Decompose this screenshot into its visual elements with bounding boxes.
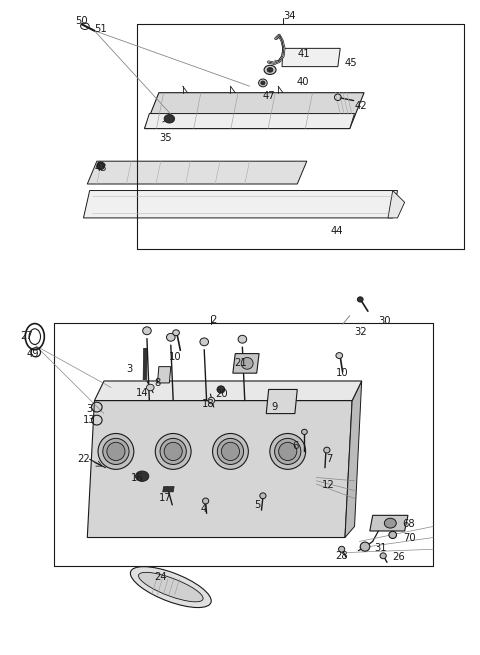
- Text: 18: 18: [202, 400, 215, 409]
- Polygon shape: [282, 48, 340, 67]
- Ellipse shape: [301, 429, 307, 434]
- Ellipse shape: [217, 386, 225, 393]
- Ellipse shape: [275, 438, 301, 464]
- Ellipse shape: [267, 67, 273, 72]
- Polygon shape: [144, 113, 355, 128]
- Text: 50: 50: [75, 16, 88, 26]
- Text: 6: 6: [292, 441, 299, 451]
- Ellipse shape: [264, 66, 276, 75]
- Text: 9: 9: [271, 402, 277, 412]
- Ellipse shape: [143, 327, 151, 335]
- Ellipse shape: [259, 79, 267, 87]
- Text: 8: 8: [154, 378, 160, 388]
- Ellipse shape: [173, 329, 180, 335]
- Text: 13: 13: [83, 415, 95, 425]
- Polygon shape: [87, 401, 352, 538]
- Text: 10: 10: [169, 352, 182, 362]
- Ellipse shape: [167, 333, 175, 341]
- Ellipse shape: [336, 352, 343, 358]
- Polygon shape: [163, 487, 174, 492]
- Polygon shape: [157, 367, 171, 383]
- Polygon shape: [370, 515, 408, 531]
- Ellipse shape: [103, 438, 129, 464]
- Polygon shape: [233, 354, 259, 373]
- Text: 70: 70: [403, 533, 416, 542]
- Ellipse shape: [324, 447, 330, 453]
- Polygon shape: [87, 161, 307, 184]
- Text: 3: 3: [126, 364, 132, 373]
- Text: 28: 28: [336, 551, 348, 561]
- Ellipse shape: [270, 434, 306, 470]
- Polygon shape: [84, 191, 397, 218]
- Text: 27: 27: [21, 331, 33, 341]
- Polygon shape: [95, 381, 362, 401]
- Text: 31: 31: [374, 543, 387, 553]
- Text: 22: 22: [77, 455, 90, 464]
- Ellipse shape: [98, 434, 134, 470]
- Text: 2: 2: [210, 314, 217, 325]
- Ellipse shape: [261, 81, 265, 85]
- Text: 45: 45: [345, 58, 358, 68]
- Polygon shape: [266, 390, 297, 413]
- Ellipse shape: [146, 384, 154, 391]
- Text: 35: 35: [159, 134, 171, 143]
- Ellipse shape: [213, 434, 248, 470]
- Ellipse shape: [208, 398, 215, 404]
- Ellipse shape: [241, 358, 253, 369]
- Ellipse shape: [203, 498, 209, 504]
- Text: 51: 51: [95, 24, 107, 35]
- Ellipse shape: [160, 438, 186, 464]
- Ellipse shape: [338, 546, 345, 552]
- Ellipse shape: [384, 518, 396, 528]
- Text: 21: 21: [234, 358, 247, 368]
- Text: 17: 17: [159, 493, 172, 504]
- Polygon shape: [143, 348, 147, 380]
- Ellipse shape: [380, 553, 386, 559]
- Ellipse shape: [200, 338, 208, 346]
- Text: 44: 44: [331, 226, 343, 236]
- Text: 26: 26: [393, 552, 406, 562]
- Text: 3: 3: [86, 404, 93, 414]
- Text: 40: 40: [296, 77, 309, 87]
- Text: 20: 20: [215, 389, 228, 399]
- Ellipse shape: [139, 572, 203, 602]
- Text: 5: 5: [254, 500, 261, 510]
- Text: 47: 47: [263, 91, 276, 101]
- Text: 12: 12: [322, 480, 335, 491]
- Text: 42: 42: [355, 101, 367, 111]
- Text: 32: 32: [355, 327, 367, 337]
- Text: 14: 14: [136, 388, 149, 398]
- Ellipse shape: [156, 434, 191, 470]
- Ellipse shape: [164, 442, 182, 460]
- Ellipse shape: [107, 442, 125, 460]
- Text: 30: 30: [378, 316, 391, 326]
- Text: 10: 10: [336, 368, 348, 378]
- Text: 49: 49: [27, 348, 39, 358]
- Ellipse shape: [97, 162, 105, 170]
- Ellipse shape: [260, 493, 266, 498]
- Text: 24: 24: [154, 572, 167, 582]
- Text: 43: 43: [95, 162, 107, 173]
- Ellipse shape: [221, 442, 240, 460]
- Text: 7: 7: [326, 455, 332, 464]
- Text: 68: 68: [402, 519, 415, 529]
- Ellipse shape: [131, 567, 211, 608]
- Polygon shape: [388, 191, 405, 218]
- Ellipse shape: [164, 115, 175, 123]
- Ellipse shape: [389, 531, 396, 538]
- Polygon shape: [345, 381, 362, 538]
- Ellipse shape: [217, 438, 243, 464]
- Text: 41: 41: [297, 48, 310, 58]
- Ellipse shape: [360, 542, 370, 552]
- Ellipse shape: [135, 471, 149, 481]
- Ellipse shape: [358, 297, 363, 302]
- Text: 16: 16: [131, 472, 144, 483]
- Text: 4: 4: [201, 504, 207, 514]
- Text: 34: 34: [283, 10, 296, 21]
- Ellipse shape: [279, 442, 297, 460]
- Ellipse shape: [238, 335, 247, 343]
- Polygon shape: [144, 93, 364, 128]
